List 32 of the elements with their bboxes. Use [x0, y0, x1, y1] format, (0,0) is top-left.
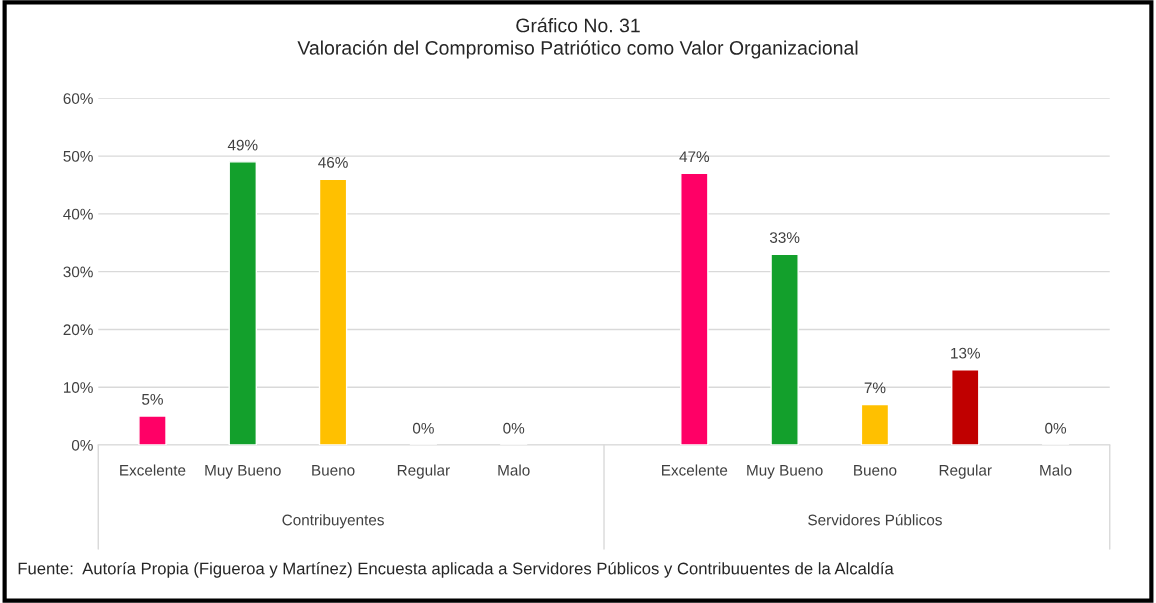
- data-label: 0%: [503, 422, 525, 434]
- y-tick-label: 30%: [63, 266, 93, 278]
- data-label: 5%: [142, 394, 163, 405]
- chart-title: Gráfico No. 31: [516, 17, 640, 33]
- data-label: 46%: [318, 157, 348, 168]
- x-tick-label: Regular: [397, 464, 450, 479]
- x-tick-label: Muy Bueno: [205, 465, 281, 479]
- x-tick-label: Bueno: [854, 465, 897, 476]
- data-label: 0%: [1045, 422, 1067, 434]
- y-tick-label: 0%: [71, 439, 93, 451]
- y-tick-label: 20%: [63, 324, 93, 336]
- source-note: Fuente: Autoría Propia (Figueroa y Martínez) Encuesta aplicada a Servidores Públicos y Contribuuentes de la Alcaldía: [18, 561, 894, 578]
- data-label: 13%: [951, 347, 981, 359]
- y-tick-label: 50%: [63, 150, 93, 162]
- data-label: 7%: [864, 382, 886, 394]
- x-tick-label: Regular: [939, 464, 992, 479]
- x-tick-label: Muy Bueno: [747, 465, 823, 479]
- x-tick-label: Bueno: [312, 465, 355, 476]
- y-tick-label: 10%: [63, 382, 93, 393]
- text: Servidores Públicos: [808, 513, 942, 526]
- y-tick-label: 40%: [63, 208, 93, 220]
- text: Contribuyentes: [282, 514, 384, 529]
- x-tick-label: Malo: [1040, 464, 1072, 476]
- data-label: 0%: [412, 422, 434, 434]
- y-tick-label: 60%: [63, 93, 93, 104]
- x-tick-label: Malo: [498, 464, 530, 476]
- x-tick-label: Excelente: [120, 464, 186, 476]
- data-label: 33%: [769, 232, 800, 243]
- chart-subtitle: Valoración del Compromiso Patriótico como Valor Organizacional: [297, 40, 858, 59]
- data-label: 47%: [679, 151, 710, 162]
- data-label: 49%: [227, 139, 258, 151]
- x-tick-label: Excelente: [662, 464, 728, 476]
